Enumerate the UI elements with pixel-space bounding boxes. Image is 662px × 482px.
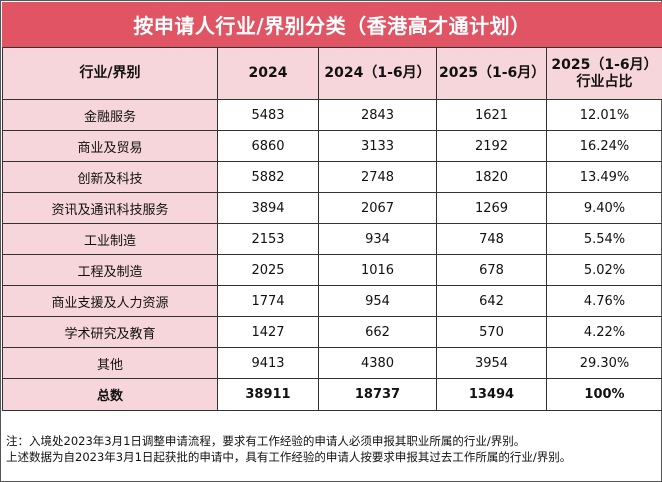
category-cell: 其他 — [2, 347, 218, 379]
total-value-2025-h1-cell: 13494 — [436, 378, 547, 411]
category-cell: 商业及贸易 — [2, 130, 218, 162]
value-2025-h1-cell: 2192 — [436, 130, 547, 162]
share-cell: 29.30% — [546, 347, 662, 379]
value-2024-h1-cell: 2843 — [318, 99, 437, 131]
table-row: 商业及贸易 6860 3133 2192 16.24% — [2, 130, 662, 162]
value-2024-cell: 9413 — [217, 347, 319, 379]
share-cell: 9.40% — [546, 192, 662, 224]
share-cell: 5.54% — [546, 223, 662, 255]
total-category-cell: 总数 — [2, 378, 218, 411]
total-share-cell: 100% — [546, 378, 662, 411]
table-title: 按申请人行业/界别分类（香港高才通计划） — [2, 2, 662, 47]
value-2024-h1-cell: 934 — [318, 223, 437, 255]
value-2024-cell: 1427 — [217, 316, 319, 348]
share-cell: 13.49% — [546, 161, 662, 193]
value-2024-h1-cell: 4380 — [318, 347, 437, 379]
footnotes: 注：入境处2023年3月1日调整申请流程，要求有工作经验的申请人必须申报其职业所… — [6, 433, 658, 465]
table-row: 商业支援及人力资源 1774 954 642 4.76% — [2, 285, 662, 317]
table-row: 工程及制造 2025 1016 678 5.02% — [2, 254, 662, 286]
category-cell: 工业制造 — [2, 223, 218, 255]
share-cell: 5.02% — [546, 254, 662, 286]
share-cell: 12.01% — [546, 99, 662, 131]
data-table: 行业/界别 2024 2024（1-6月） 2025（1-6月） 2025（1-… — [2, 47, 662, 411]
header-row: 行业/界别 2024 2024（1-6月） 2025（1-6月） 2025（1-… — [2, 47, 662, 100]
header-share-line1: 2025（1-6月） — [551, 56, 658, 73]
header-category: 行业/界别 — [2, 47, 218, 100]
value-2024-cell: 5882 — [217, 161, 319, 193]
share-cell: 4.76% — [546, 285, 662, 317]
value-2025-h1-cell: 642 — [436, 285, 547, 317]
table-row: 创新及科技 5882 2748 1820 13.49% — [2, 161, 662, 193]
header-2024-h1: 2024（1-6月） — [318, 47, 437, 100]
value-2025-h1-cell: 3954 — [436, 347, 547, 379]
value-2024-cell: 5483 — [217, 99, 319, 131]
footnote-line-2: 上述数据为自2023年3月1日起获批的申请中，具有工作经验的申请人按要求申报其过… — [6, 450, 572, 464]
value-2025-h1-cell: 1621 — [436, 99, 547, 131]
category-cell: 金融服务 — [2, 99, 218, 131]
header-2024: 2024 — [217, 47, 319, 100]
table-body: 金融服务 5483 2843 1621 12.01% 商业及贸易 6860 3133 2192 1… — [2, 99, 662, 411]
total-value-2024-h1-cell: 18737 — [318, 378, 437, 411]
category-cell: 创新及科技 — [2, 161, 218, 193]
value-2024-cell: 1774 — [217, 285, 319, 317]
category-cell: 学术研究及教育 — [2, 316, 218, 348]
value-2025-h1-cell: 1820 — [436, 161, 547, 193]
value-2024-cell: 3894 — [217, 192, 319, 224]
value-2025-h1-cell: 678 — [436, 254, 547, 286]
value-2024-cell: 6860 — [217, 130, 319, 162]
table-row: 学术研究及教育 1427 662 570 4.22% — [2, 316, 662, 348]
table-row: 金融服务 5483 2843 1621 12.01% — [2, 99, 662, 131]
category-cell: 工程及制造 — [2, 254, 218, 286]
value-2024-cell: 2025 — [217, 254, 319, 286]
share-cell: 16.24% — [546, 130, 662, 162]
category-cell: 资讯及通讯科技服务 — [2, 192, 218, 224]
value-2025-h1-cell: 748 — [436, 223, 547, 255]
value-2024-h1-cell: 662 — [318, 316, 437, 348]
value-2024-h1-cell: 1016 — [318, 254, 437, 286]
value-2025-h1-cell: 1269 — [436, 192, 547, 224]
value-2024-h1-cell: 2748 — [318, 161, 437, 193]
table-row: 工业制造 2153 934 748 5.54% — [2, 223, 662, 255]
value-2024-h1-cell: 2067 — [318, 192, 437, 224]
header-share: 2025（1-6月） 行业占比 — [546, 47, 662, 100]
category-cell: 商业支援及人力资源 — [2, 285, 218, 317]
table-row: 其他 9413 4380 3954 29.30% — [2, 347, 662, 379]
total-value-2024-cell: 38911 — [217, 378, 319, 411]
value-2025-h1-cell: 570 — [436, 316, 547, 348]
value-2024-h1-cell: 3133 — [318, 130, 437, 162]
header-2025-h1: 2025（1-6月） — [436, 47, 547, 100]
share-cell: 4.22% — [546, 316, 662, 348]
header-share-line2: 行业占比 — [576, 73, 633, 90]
table-row: 资讯及通讯科技服务 3894 2067 1269 9.40% — [2, 192, 662, 224]
total-row: 总数 38911 18737 13494 100% — [2, 378, 662, 411]
footnote-line-1: 注：入境处2023年3月1日调整申请流程，要求有工作经验的申请人必须申报其职业所… — [6, 434, 526, 448]
value-2024-h1-cell: 954 — [318, 285, 437, 317]
value-2024-cell: 2153 — [217, 223, 319, 255]
